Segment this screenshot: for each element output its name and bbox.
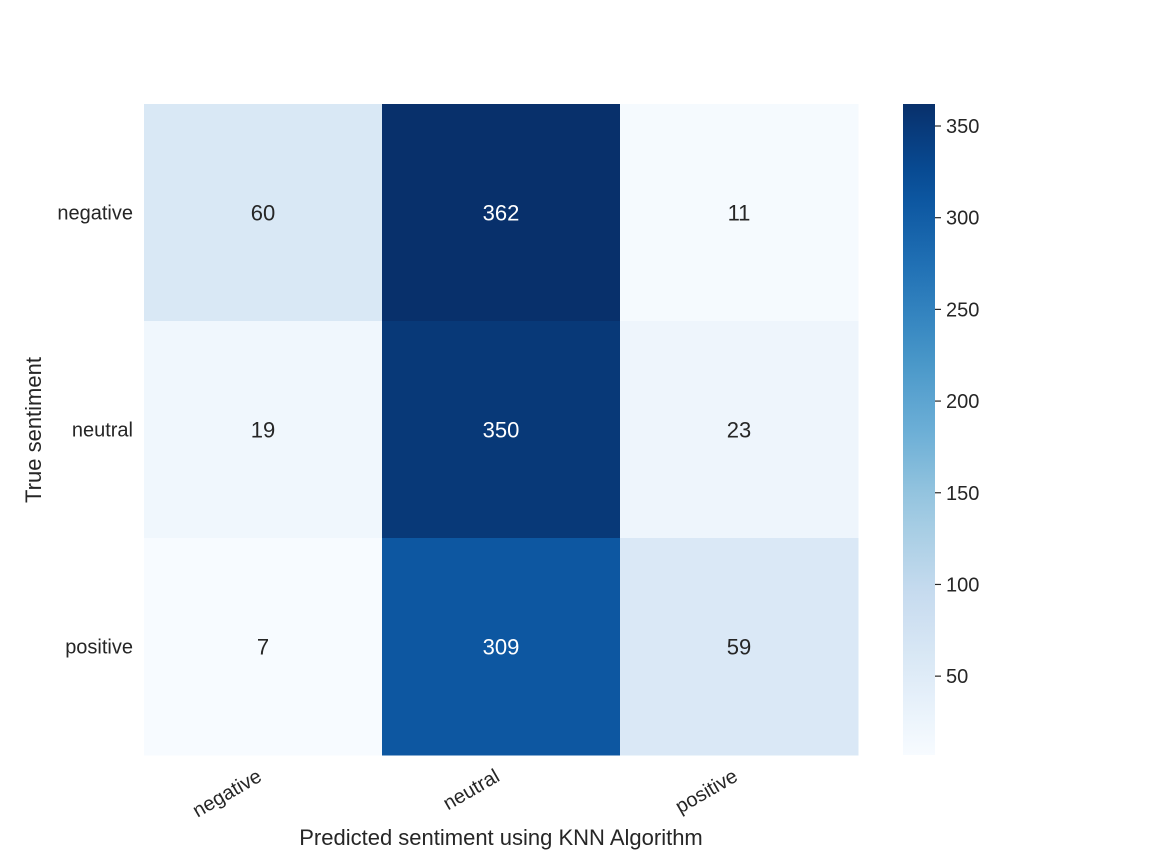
colorbar-tick-label-350: 350 (946, 116, 979, 138)
cell-value-negative-negative: 60 (251, 201, 275, 226)
colorbar-tick-label-200: 200 (946, 391, 979, 413)
x-tick-label-positive: positive (672, 765, 742, 818)
x-tick-label-negative: negative (189, 765, 265, 822)
colorbar-ticks: 50 100 150 200 250 300 350 (935, 116, 979, 688)
x-tick-label-neutral: neutral (440, 765, 504, 815)
y-axis-ticks: negative neutral positive (57, 203, 133, 659)
cell-value-positive-positive: 59 (727, 635, 751, 660)
colorbar-tick-label-50: 50 (946, 666, 968, 688)
colorbar-tick-label-300: 300 (946, 208, 979, 230)
x-axis-label: Predicted sentiment using KNN Algorithm (299, 825, 703, 850)
heatmap-cell-positive-positive (620, 538, 859, 756)
cell-value-positive-negative: 7 (257, 635, 269, 660)
colorbar-tick-label-100: 100 (946, 574, 979, 596)
cell-value-negative-positive: 11 (728, 201, 751, 226)
heatmap-cell-neutral-positive (620, 321, 859, 539)
cell-value-neutral-positive: 23 (727, 418, 751, 443)
heatmap-cell-negative-negative (144, 104, 383, 322)
y-tick-label-negative: negative (57, 203, 133, 225)
y-axis-label: True sentiment (21, 357, 46, 503)
colorbar-tick-label-250: 250 (946, 299, 979, 321)
cell-value-neutral-neutral: 350 (483, 418, 520, 443)
heatmap-cell-neutral-neutral (382, 321, 621, 539)
cell-value-positive-neutral: 309 (483, 635, 520, 660)
y-tick-label-neutral: neutral (72, 420, 133, 442)
cell-value-neutral-negative: 19 (251, 418, 275, 443)
cell-value-negative-neutral: 362 (483, 201, 520, 226)
heatmap-cell-positive-negative (144, 538, 383, 756)
heatmap-cell-negative-positive (620, 104, 859, 322)
y-tick-label-positive: positive (65, 637, 133, 659)
heatmap-cells (144, 104, 859, 756)
colorbar (903, 104, 935, 755)
heatmap-cell-positive-neutral (382, 538, 621, 756)
heatmap-cell-neutral-negative (144, 321, 383, 539)
x-axis-ticks: negative neutral positive (189, 765, 741, 822)
heatmap-cell-negative-neutral (382, 104, 621, 322)
heatmap-cell-labels: 60 362 11 19 350 23 7 309 59 (251, 201, 751, 660)
colorbar-tick-label-150: 150 (946, 483, 979, 505)
